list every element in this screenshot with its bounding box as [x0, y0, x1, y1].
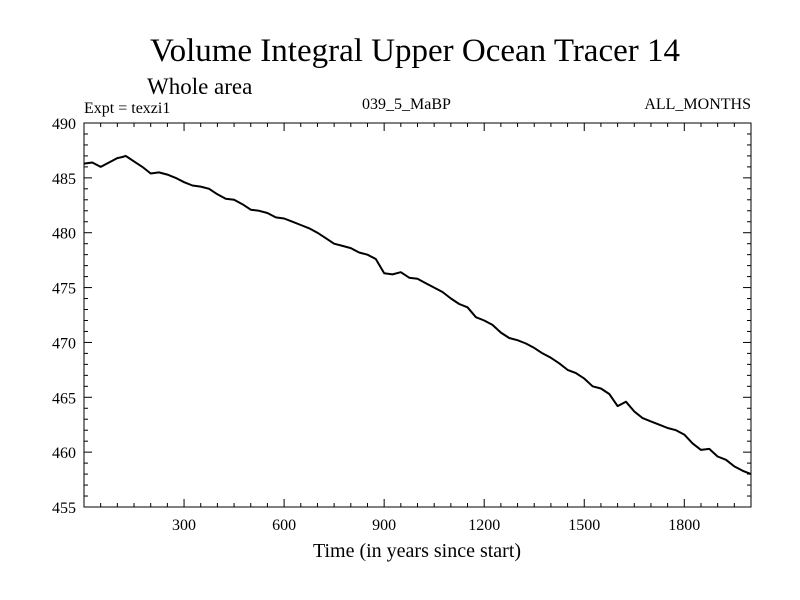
series-group [83, 154, 752, 476]
y-tick-label: 490 [52, 116, 76, 133]
x-axis-ticks [100, 123, 735, 507]
x-tick-label: 900 [372, 517, 396, 534]
run-label: 039_5_MaBP [362, 96, 451, 113]
series-line [83, 154, 752, 476]
experiment-label: Expt = texzi1 [84, 100, 170, 117]
x-tick-label: 1200 [468, 517, 500, 534]
x-axis-label: Time (in years since start) [313, 540, 521, 562]
chart-title: Volume Integral Upper Ocean Tracer 14 [150, 33, 680, 69]
x-tick-label: 1800 [668, 517, 700, 534]
y-tick-label: 475 [52, 281, 76, 298]
y-axis-ticks [84, 122, 751, 508]
y-tick-label: 485 [52, 171, 76, 188]
y-tick-label: 480 [52, 226, 76, 243]
y-tick-label: 455 [52, 500, 76, 517]
x-tick-label: 1500 [568, 517, 600, 534]
chart-subtitle: Whole area [147, 74, 252, 99]
y-tick-label: 465 [52, 390, 76, 407]
x-tick-label: 300 [172, 517, 196, 534]
plot-frame [83, 122, 752, 508]
y-axis-tick-labels: 455 460 465 470 475 480 485 490 [52, 116, 76, 517]
months-label: ALL_MONTHS [644, 96, 751, 113]
y-tick-label: 470 [52, 335, 76, 352]
x-axis-tick-labels: 300 600 900 1200 1500 1800 [172, 517, 700, 534]
x-tick-label: 600 [272, 517, 296, 534]
y-tick-label: 460 [52, 445, 76, 462]
